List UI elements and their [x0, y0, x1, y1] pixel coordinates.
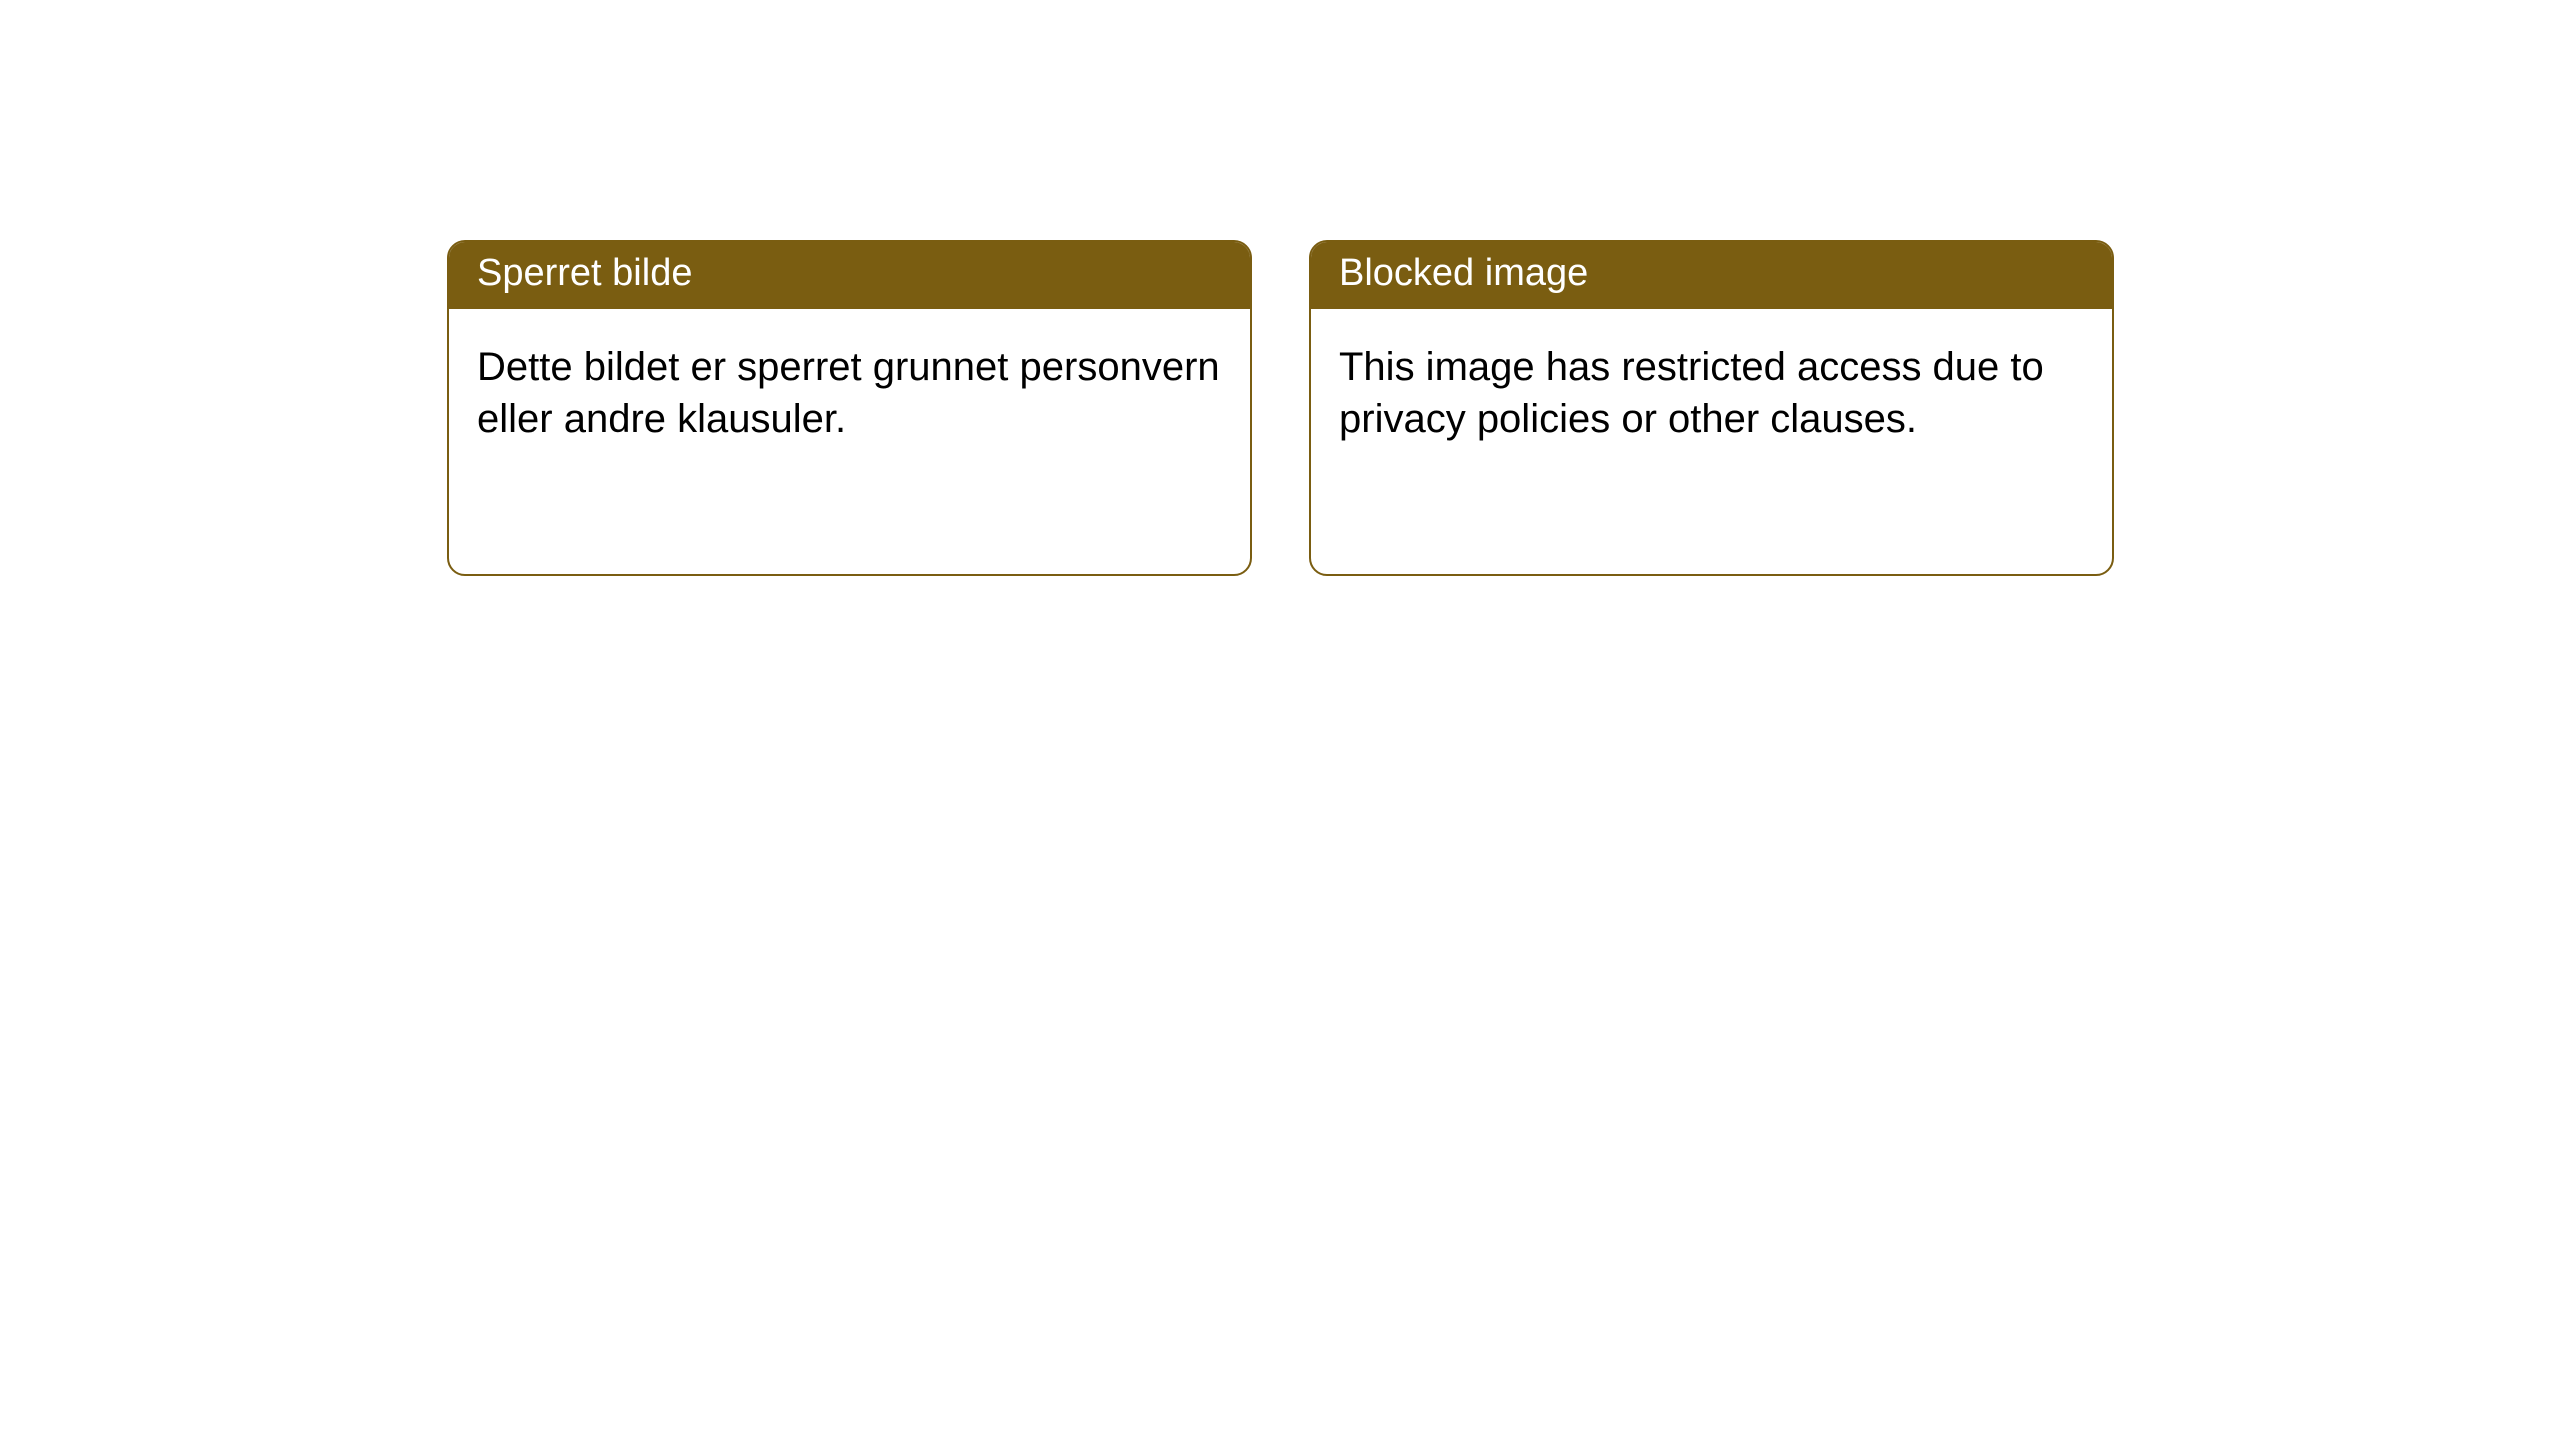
notice-body-norwegian: Dette bildet er sperret grunnet personve… — [449, 309, 1250, 477]
notice-card-norwegian: Sperret bilde Dette bildet er sperret gr… — [447, 240, 1252, 576]
notice-container: Sperret bilde Dette bildet er sperret gr… — [447, 240, 2114, 576]
notice-header-norwegian: Sperret bilde — [449, 242, 1250, 309]
notice-header-english: Blocked image — [1311, 242, 2112, 309]
notice-body-english: This image has restricted access due to … — [1311, 309, 2112, 477]
notice-card-english: Blocked image This image has restricted … — [1309, 240, 2114, 576]
